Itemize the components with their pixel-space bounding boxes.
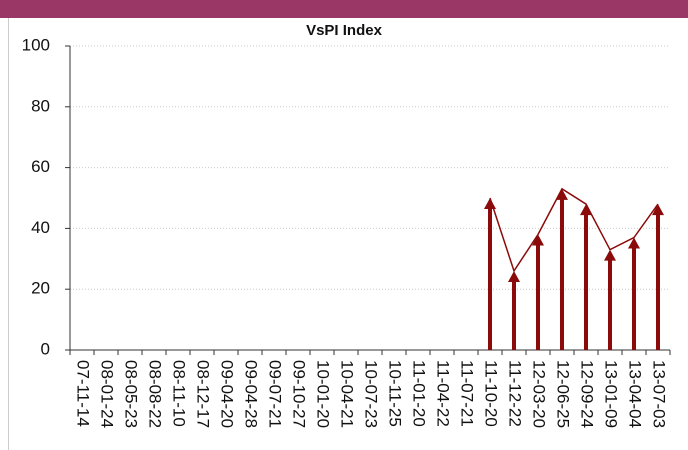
- x-tick-label: 11-01-20: [410, 360, 429, 427]
- x-tick-label: 08-01-24: [98, 360, 117, 428]
- arrow: [484, 198, 496, 350]
- x-tick-label: 13-07-03: [650, 360, 669, 428]
- x-tick-label: 13-04-04: [626, 360, 645, 428]
- x-tick-label: 10-04-21: [338, 360, 357, 428]
- arrow: [604, 249, 616, 350]
- x-tick-label: 09-10-27: [290, 360, 309, 428]
- arrow: [628, 237, 640, 350]
- y-tick-label: 40: [31, 218, 50, 237]
- y-tick-label: 20: [31, 279, 50, 298]
- y-tick-label: 80: [31, 96, 50, 115]
- arrow: [580, 204, 592, 350]
- y-tick-label: 100: [22, 35, 50, 54]
- arrow: [652, 204, 664, 350]
- x-tick-label: 08-05-23: [122, 360, 141, 428]
- x-tick-label: 10-07-23: [362, 360, 381, 428]
- arrow: [556, 188, 568, 350]
- data-line: [489, 187, 659, 273]
- x-tick-label: 08-12-17: [194, 360, 213, 428]
- x-tick-label: 12-09-24: [578, 360, 597, 428]
- x-tick-label: 11-12-22: [506, 360, 525, 427]
- x-tick-label: 08-11-10: [170, 360, 189, 427]
- x-tick-label: 11-10-20: [482, 360, 501, 427]
- y-tick-label: 0: [41, 339, 50, 358]
- x-tick-label: 12-03-20: [530, 360, 549, 428]
- header-bar: [0, 0, 688, 18]
- x-tick-label: 08-08-22: [146, 360, 165, 428]
- x-tick-label: 09-04-20: [218, 360, 237, 428]
- arrow: [508, 270, 520, 350]
- x-tick-label: 11-04-22: [434, 360, 453, 427]
- x-tick-label: 09-04-28: [242, 360, 261, 428]
- y-tick-label: 60: [31, 157, 50, 176]
- x-tick-label: 13-01-09: [602, 360, 621, 428]
- x-tick-label: 12-06-25: [554, 360, 573, 428]
- chart-title: VsPI Index: [306, 22, 383, 39]
- x-tick-label: 07-11-14: [74, 360, 93, 427]
- x-tick-label: 10-11-25: [386, 360, 405, 427]
- x-tick-label: 09-07-21: [266, 360, 285, 428]
- x-tick-label: 11-07-21: [458, 360, 477, 427]
- arrow: [532, 234, 544, 350]
- x-tick-label: 10-01-20: [314, 360, 333, 428]
